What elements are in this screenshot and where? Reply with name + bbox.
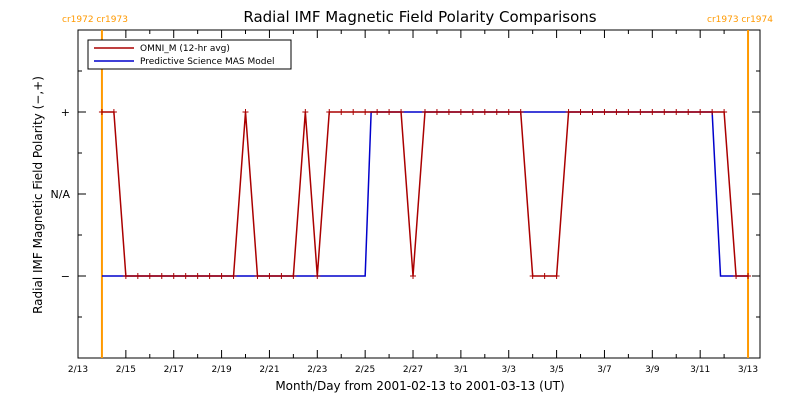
data-point bbox=[577, 109, 584, 115]
data-point bbox=[386, 109, 393, 115]
data-point bbox=[421, 109, 428, 115]
data-point bbox=[314, 273, 321, 279]
legend-omni-label: OMNI_M (12-hr avg) bbox=[140, 44, 230, 54]
data-point bbox=[505, 109, 512, 115]
y-tick-label: − bbox=[61, 270, 70, 283]
x-tick-label: 2/19 bbox=[211, 365, 231, 375]
data-point bbox=[146, 273, 153, 279]
x-tick-label: 3/5 bbox=[549, 365, 563, 375]
data-point bbox=[134, 273, 141, 279]
x-tick-label: 3/3 bbox=[501, 365, 515, 375]
data-point bbox=[410, 273, 417, 279]
data-point bbox=[98, 109, 105, 115]
data-point bbox=[182, 273, 189, 279]
carrington-label: cr1973 cr1974 bbox=[707, 15, 773, 25]
series-layer bbox=[98, 109, 752, 279]
data-point bbox=[362, 109, 369, 115]
data-point bbox=[733, 273, 740, 279]
x-tick-label: 3/1 bbox=[454, 365, 468, 375]
data-point bbox=[350, 109, 357, 115]
x-tick-label: 3/7 bbox=[597, 365, 611, 375]
data-point bbox=[230, 273, 237, 279]
data-point bbox=[565, 109, 572, 115]
data-point bbox=[697, 109, 704, 115]
y-tick-label: N/A bbox=[51, 188, 71, 201]
x-tick-label: 2/21 bbox=[259, 365, 279, 375]
data-point bbox=[469, 109, 476, 115]
data-point bbox=[290, 273, 297, 279]
data-point bbox=[170, 273, 177, 279]
chart-title: Radial IMF Magnetic Field Polarity Compa… bbox=[243, 8, 596, 26]
y-axis-label: Radial IMF Magnetic Field Polarity (−,+) bbox=[31, 76, 45, 314]
data-point bbox=[529, 273, 536, 279]
x-tick-label: 2/25 bbox=[355, 365, 375, 375]
x-tick-label: 2/15 bbox=[116, 365, 136, 375]
x-tick-label: 2/13 bbox=[68, 365, 88, 375]
data-point bbox=[601, 109, 608, 115]
data-point bbox=[649, 109, 656, 115]
data-point bbox=[445, 109, 452, 115]
data-point bbox=[122, 273, 129, 279]
data-point bbox=[206, 273, 213, 279]
x-tick-label: 3/13 bbox=[738, 365, 758, 375]
data-point bbox=[613, 109, 620, 115]
data-point bbox=[338, 109, 345, 115]
data-point bbox=[110, 109, 117, 115]
data-point bbox=[457, 109, 464, 115]
data-point bbox=[661, 109, 668, 115]
legend: OMNI_M (12-hr avg) Predictive Science MA… bbox=[87, 39, 292, 70]
data-point bbox=[302, 109, 309, 115]
series-line bbox=[101, 111, 749, 277]
data-point bbox=[721, 109, 728, 115]
y-axis-ticks: + N/A − bbox=[51, 70, 760, 318]
data-point bbox=[637, 109, 644, 115]
x-tick-label: 3/9 bbox=[645, 365, 660, 375]
data-point bbox=[266, 273, 273, 279]
x-tick-label: 2/17 bbox=[164, 365, 184, 375]
data-point bbox=[541, 273, 548, 279]
data-point bbox=[374, 109, 381, 115]
data-point bbox=[709, 109, 716, 115]
data-point bbox=[625, 109, 632, 115]
x-tick-label: 3/11 bbox=[690, 365, 710, 375]
data-point bbox=[517, 109, 524, 115]
data-point bbox=[218, 273, 225, 279]
series-line bbox=[101, 111, 749, 277]
legend-box bbox=[87, 39, 292, 70]
data-point bbox=[745, 273, 752, 279]
data-point bbox=[685, 109, 692, 115]
data-point bbox=[278, 273, 285, 279]
data-point bbox=[589, 109, 596, 115]
data-point bbox=[158, 273, 165, 279]
legend-mas-label: Predictive Science MAS Model bbox=[140, 57, 275, 67]
x-tick-label: 2/23 bbox=[307, 365, 327, 375]
data-point bbox=[481, 109, 488, 115]
data-point bbox=[493, 109, 500, 115]
data-point bbox=[254, 273, 261, 279]
y-tick-label: + bbox=[61, 106, 70, 119]
data-point bbox=[553, 273, 560, 279]
carrington-markers: cr1972 cr1973 cr1973 cr1974 bbox=[62, 15, 773, 358]
data-point bbox=[194, 273, 201, 279]
x-axis-label: Month/Day from 2001-02-13 to 2001-03-13 … bbox=[275, 379, 564, 393]
data-point bbox=[673, 109, 680, 115]
data-point bbox=[326, 109, 333, 115]
data-point bbox=[398, 109, 405, 115]
x-tick-label: 2/27 bbox=[403, 365, 423, 375]
x-axis-ticks: 2/13 2/15 2/17 2/19 2/21 2/23 2/25 2/27 3/1 3/3 3/… bbox=[68, 30, 758, 375]
carrington-label: cr1972 cr1973 bbox=[62, 15, 128, 25]
data-point bbox=[433, 109, 440, 115]
data-point bbox=[242, 109, 249, 115]
